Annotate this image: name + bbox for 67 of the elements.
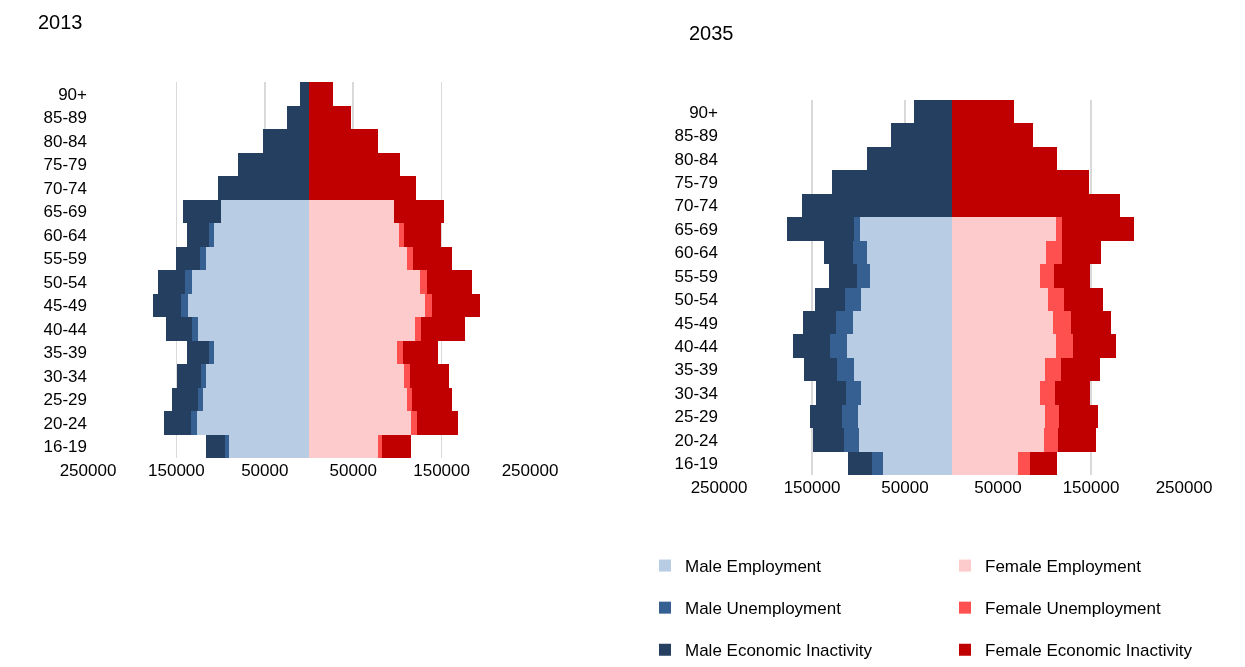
bar (382, 434, 411, 458)
y-tick-label: 55-59 (674, 266, 718, 286)
y-tick-label: 55-59 (43, 249, 87, 269)
bar (407, 246, 414, 270)
bar (871, 451, 883, 475)
y-tick-label: 50-54 (674, 290, 718, 310)
x-tick-label: 250000 (59, 461, 117, 480)
y-tick-label: 90+ (58, 84, 88, 104)
y-tick-label: 30-34 (43, 366, 87, 386)
legend-label: Female Employment (985, 557, 1142, 577)
bar (209, 340, 215, 364)
y-tick-label: 75-79 (674, 172, 718, 192)
y-tick-label: 90+ (689, 102, 719, 122)
bar (209, 223, 215, 247)
bar (1018, 451, 1030, 475)
x-tick-label: 250000 (501, 461, 559, 480)
bar (200, 246, 206, 270)
chart-title: 2013 (38, 11, 83, 33)
y-tick-label: 65-69 (43, 202, 87, 222)
y-tick-label: 60-64 (43, 225, 87, 245)
y-tick-label: 20-24 (43, 413, 87, 433)
legend-label: Male Employment (685, 557, 822, 577)
y-tick-label: 16-19 (43, 437, 87, 457)
y-tick-label: 75-79 (43, 155, 87, 175)
legend-label: Male Unemployment (685, 599, 842, 619)
y-tick-label: 35-39 (43, 343, 87, 363)
y-tick-label: 45-49 (674, 313, 718, 333)
bar (1029, 451, 1057, 475)
y-tick-label: 60-64 (674, 243, 718, 263)
y-tick-label: 85-89 (43, 108, 87, 128)
bar (399, 223, 405, 247)
y-tick-label: 85-89 (674, 126, 718, 146)
y-tick-label: 50-54 (43, 272, 87, 292)
y-tick-label: 30-34 (674, 383, 718, 403)
y-tick-label: 80-84 (43, 131, 87, 151)
y-tick-label: 35-39 (674, 360, 718, 380)
legend-label: Male Economic Inactivity (685, 641, 873, 661)
x-tick-label: 150000 (1062, 478, 1120, 497)
bar (848, 451, 872, 475)
bar (206, 434, 226, 458)
x-tick-label: 50000 (974, 478, 1022, 497)
bar (397, 340, 403, 364)
y-tick-label: 16-19 (674, 454, 718, 474)
bar (415, 317, 422, 341)
y-tick-label: 65-69 (674, 219, 718, 239)
chart-title: 2035 (689, 22, 734, 44)
x-tick-label: 150000 (783, 478, 841, 497)
legend-label: Female Economic Inactivity (985, 641, 1193, 661)
y-tick-label: 40-44 (43, 319, 87, 339)
x-tick-label: 150000 (148, 461, 205, 480)
y-tick-label: 40-44 (674, 337, 718, 357)
y-tick-label: 80-84 (674, 149, 718, 169)
y-tick-label: 45-49 (43, 296, 87, 316)
y-tick-label: 70-74 (43, 178, 87, 198)
x-tick-label: 250000 (690, 478, 748, 497)
y-tick-label: 25-29 (43, 390, 87, 410)
y-tick-label: 70-74 (674, 196, 718, 216)
x-tick-label: 50000 (241, 461, 289, 480)
y-tick-label: 20-24 (674, 430, 718, 450)
y-tick-label: 25-29 (674, 407, 718, 427)
x-tick-label: 250000 (1155, 478, 1213, 497)
bar (190, 411, 197, 435)
x-tick-label: 150000 (413, 461, 470, 480)
x-tick-label: 50000 (329, 461, 377, 480)
bar (192, 317, 198, 341)
legend-label: Female Unemployment (985, 599, 1162, 619)
x-tick-label: 50000 (881, 478, 929, 497)
